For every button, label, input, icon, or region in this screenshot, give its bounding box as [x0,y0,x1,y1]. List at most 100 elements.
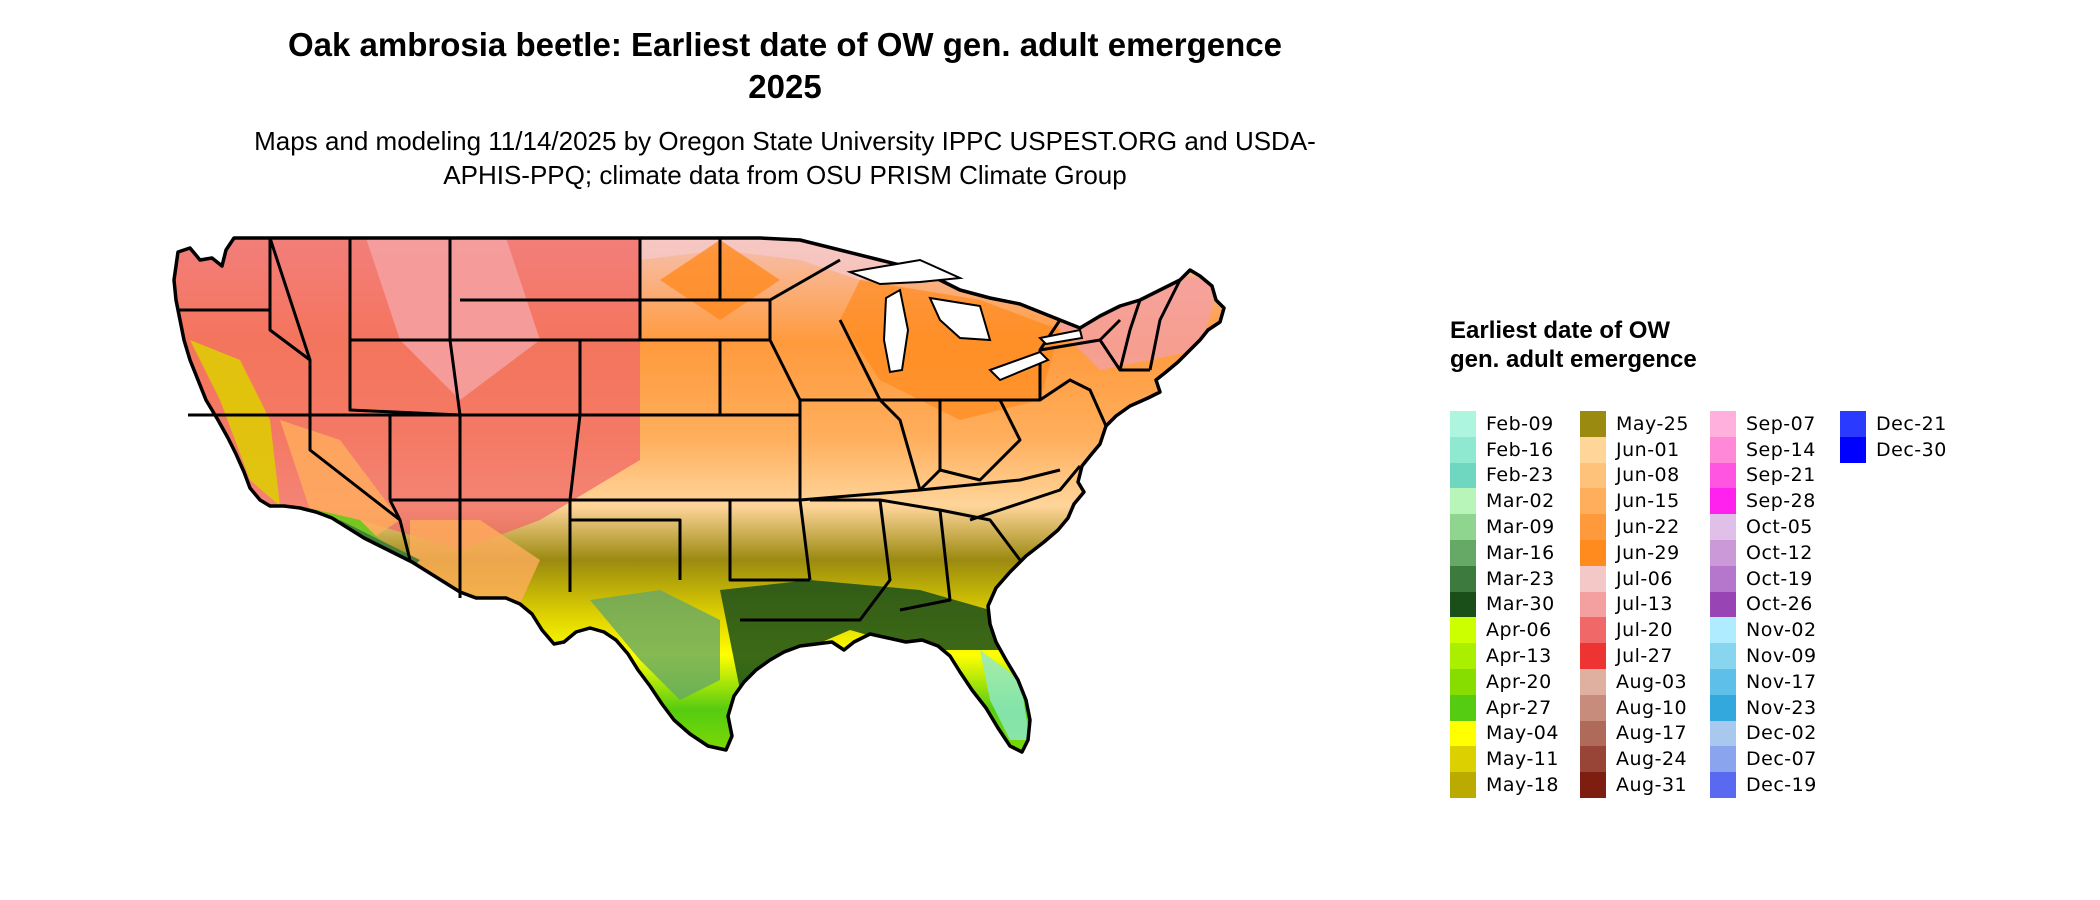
legend-label: Aug-03 [1616,670,1688,693]
legend: Feb-09 Feb-16 Feb-23 Mar-02 Mar-09 Mar-16 Mar-… [1450,411,1970,798]
legend-item: Feb-09 [1450,411,1580,437]
legend-item: Jul-20 [1580,617,1710,644]
legend-label: Mar-16 [1486,541,1555,564]
legend-swatch [1710,668,1736,695]
legend-column: Feb-09 Feb-16 Feb-23 Mar-02 Mar-09 Mar-16 Mar-… [1450,411,1580,798]
legend-label: May-04 [1486,722,1559,745]
legend-swatch [1580,746,1606,773]
legend-swatch [1710,462,1736,489]
legend-column: May-25 Jun-01 Jun-08 Jun-15 Jun-22 Jun-29 Jul-… [1580,411,1710,798]
legend-swatch [1580,668,1606,695]
legend-swatch [1580,694,1606,721]
legend-label: Dec-02 [1746,722,1817,745]
legend-swatch [1450,539,1476,566]
legend-swatch [1710,617,1736,644]
legend-swatch [1840,436,1866,463]
legend-item: Apr-27 [1450,694,1580,721]
legend-item: Mar-30 [1450,591,1580,618]
legend-label: Oct-19 [1746,567,1813,590]
legend-label: Dec-07 [1746,748,1817,771]
legend-label: May-25 [1616,412,1689,435]
legend-item: Nov-02 [1710,617,1840,644]
legend-swatch [1710,643,1736,669]
legend-label: Feb-16 [1486,438,1554,461]
legend-item: Jun-29 [1580,539,1710,566]
legend-swatch [1710,694,1736,721]
legend-item: Sep-28 [1710,488,1840,515]
legend-label: Apr-13 [1486,645,1552,668]
legend-item: Oct-26 [1710,591,1840,618]
legend-item: Aug-03 [1580,668,1710,695]
legend-swatch [1710,436,1736,463]
legend-swatch [1710,720,1736,747]
legend-item: Dec-21 [1840,411,1970,437]
legend-label: Nov-02 [1746,619,1817,642]
legend-label: Dec-30 [1876,438,1947,461]
legend-label: Apr-06 [1486,619,1552,642]
legend-label: May-11 [1486,748,1559,771]
legend-label: Nov-17 [1746,670,1817,693]
legend-swatch [1710,411,1736,437]
legend-label: Sep-28 [1746,490,1816,513]
legend-label: Mar-23 [1486,567,1555,590]
legend-label: Dec-19 [1746,774,1817,797]
legend-swatch [1710,746,1736,773]
legend-swatch [1450,488,1476,515]
legend-label: Mar-09 [1486,516,1555,539]
legend-label: Sep-07 [1746,412,1816,435]
legend-swatch [1710,591,1736,618]
legend-item: Mar-09 [1450,514,1580,540]
legend-swatch [1580,514,1606,540]
legend-swatch [1840,411,1866,437]
legend-swatch [1450,591,1476,618]
legend-swatch [1450,462,1476,489]
legend-item: Dec-07 [1710,746,1840,773]
legend-swatch [1450,720,1476,747]
legend-swatch [1450,436,1476,463]
legend-swatch [1450,772,1476,798]
legend-swatch [1710,514,1736,540]
legend-swatch [1580,720,1606,747]
legend-item: Nov-23 [1710,694,1840,721]
legend-label: Mar-02 [1486,490,1555,513]
legend-label: Aug-31 [1616,774,1688,797]
legend-column: Dec-21 Dec-30 [1840,411,1970,798]
legend-swatch [1710,488,1736,515]
legend-label: Dec-21 [1876,412,1947,435]
legend-label: Sep-14 [1746,438,1816,461]
legend-label: Apr-20 [1486,670,1552,693]
legend-label: Oct-12 [1746,541,1813,564]
legend-item: Dec-30 [1840,436,1970,463]
legend-item: Apr-20 [1450,668,1580,695]
legend-label: Jul-20 [1616,619,1673,642]
legend-label: Aug-24 [1616,748,1688,771]
legend-item: Feb-23 [1450,462,1580,489]
legend-item: Nov-09 [1710,643,1840,669]
legend-swatch [1580,565,1606,592]
legend-label: Sep-21 [1746,464,1816,487]
legend-item: Aug-17 [1580,720,1710,747]
legend-item: May-11 [1450,746,1580,773]
legend-swatch [1580,591,1606,618]
legend-column: Sep-07 Sep-14 Sep-21 Sep-28 Oct-05 Oct-12 Oct-… [1710,411,1840,798]
legend-item: Jul-27 [1580,643,1710,669]
legend-swatch [1450,411,1476,437]
legend-swatch [1710,772,1736,798]
legend-label: Feb-09 [1486,412,1554,435]
legend-item: Jun-22 [1580,514,1710,540]
legend-label: Mar-30 [1486,593,1555,616]
legend-item: Apr-06 [1450,617,1580,644]
legend-item: Jun-08 [1580,462,1710,489]
legend-item: Dec-02 [1710,720,1840,747]
legend-swatch [1450,668,1476,695]
legend-item: Sep-21 [1710,462,1840,489]
legend-swatch [1710,565,1736,592]
legend-item: Jun-15 [1580,488,1710,515]
legend-swatch [1580,539,1606,566]
legend-label: Aug-17 [1616,722,1688,745]
legend-swatch [1580,488,1606,515]
legend-item: Apr-13 [1450,643,1580,669]
legend-item: Dec-19 [1710,772,1840,798]
legend-label: Nov-09 [1746,645,1817,668]
legend-item: Sep-14 [1710,436,1840,463]
